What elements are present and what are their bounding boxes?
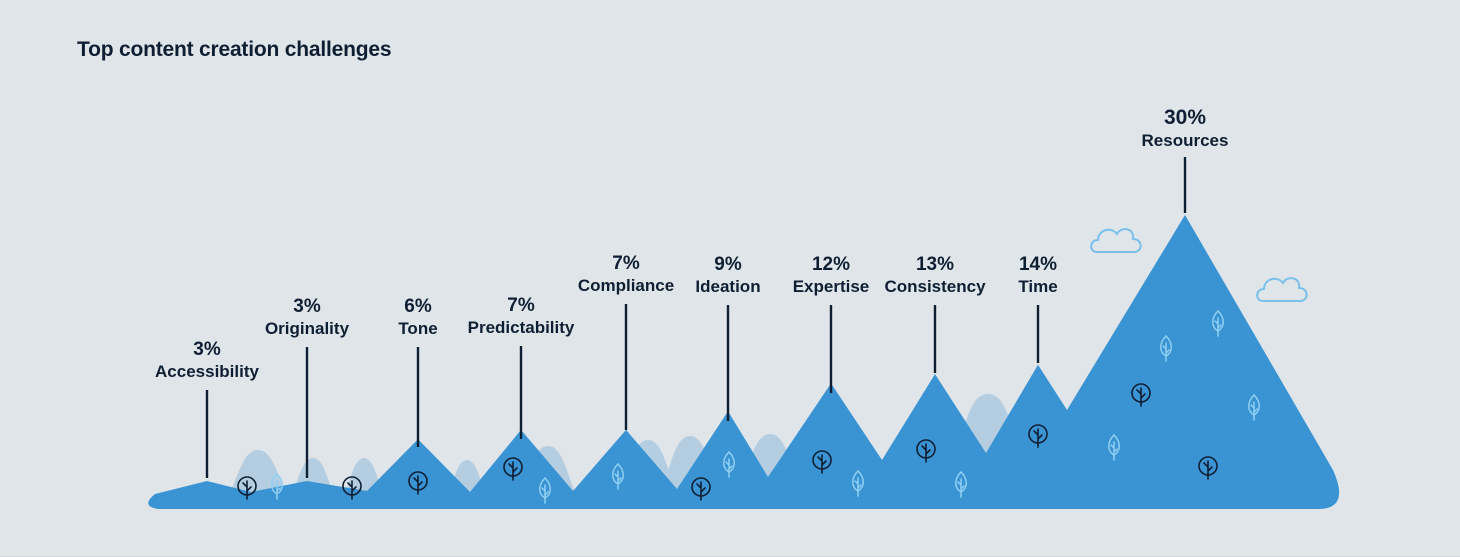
value-label: 30% [1164, 106, 1206, 129]
tree-icon [916, 439, 936, 463]
tree-icon [1198, 456, 1218, 480]
tree-icon [812, 450, 832, 474]
value-label: 3% [293, 296, 321, 317]
category-label: Consistency [884, 277, 986, 296]
category-label: Compliance [578, 276, 674, 295]
category-label: Ideation [695, 277, 760, 296]
leaf-icon [955, 470, 967, 498]
value-label: 12% [812, 254, 850, 275]
tree-icon [691, 477, 711, 501]
category-label: Originality [265, 319, 350, 338]
category-label: Resources [1142, 131, 1229, 150]
leaf-icon [723, 450, 735, 478]
leaf-icon [852, 469, 864, 497]
tree-icon [1028, 424, 1048, 448]
tree-icon [342, 476, 362, 500]
cloud-icon [1090, 228, 1142, 253]
leaf-icon [1160, 334, 1172, 362]
leaf-icon [539, 476, 551, 504]
value-label: 14% [1019, 254, 1057, 275]
value-label: 6% [404, 296, 432, 317]
value-label: 7% [612, 253, 640, 274]
tree-icon [1131, 383, 1151, 407]
cloud-icon [1256, 277, 1308, 302]
tree-icon [503, 457, 523, 481]
leaf-icon [1248, 393, 1260, 421]
mountain-silhouette [148, 215, 1340, 509]
leaf-icon [612, 462, 624, 490]
chart-title: Top content creation challenges [77, 38, 392, 61]
category-label: Predictability [468, 318, 575, 337]
category-label: Expertise [793, 277, 870, 296]
labels-layer: 3% Accessibility 3% Originality 6% Tone 7% Pred… [155, 106, 1228, 478]
mountain-range [148, 215, 1340, 509]
leaf-icon [1212, 309, 1224, 337]
leaf-icon [1108, 433, 1120, 461]
tree-icon [237, 476, 257, 500]
category-label: Tone [398, 319, 437, 338]
value-label: 13% [916, 254, 954, 275]
value-label: 3% [193, 339, 221, 360]
leaf-icon [271, 472, 283, 500]
tree-icon [408, 471, 428, 495]
decorations [237, 228, 1308, 504]
value-label: 7% [507, 295, 535, 316]
category-label: Time [1018, 277, 1057, 296]
value-label: 9% [714, 254, 742, 275]
category-label: Accessibility [155, 362, 259, 381]
